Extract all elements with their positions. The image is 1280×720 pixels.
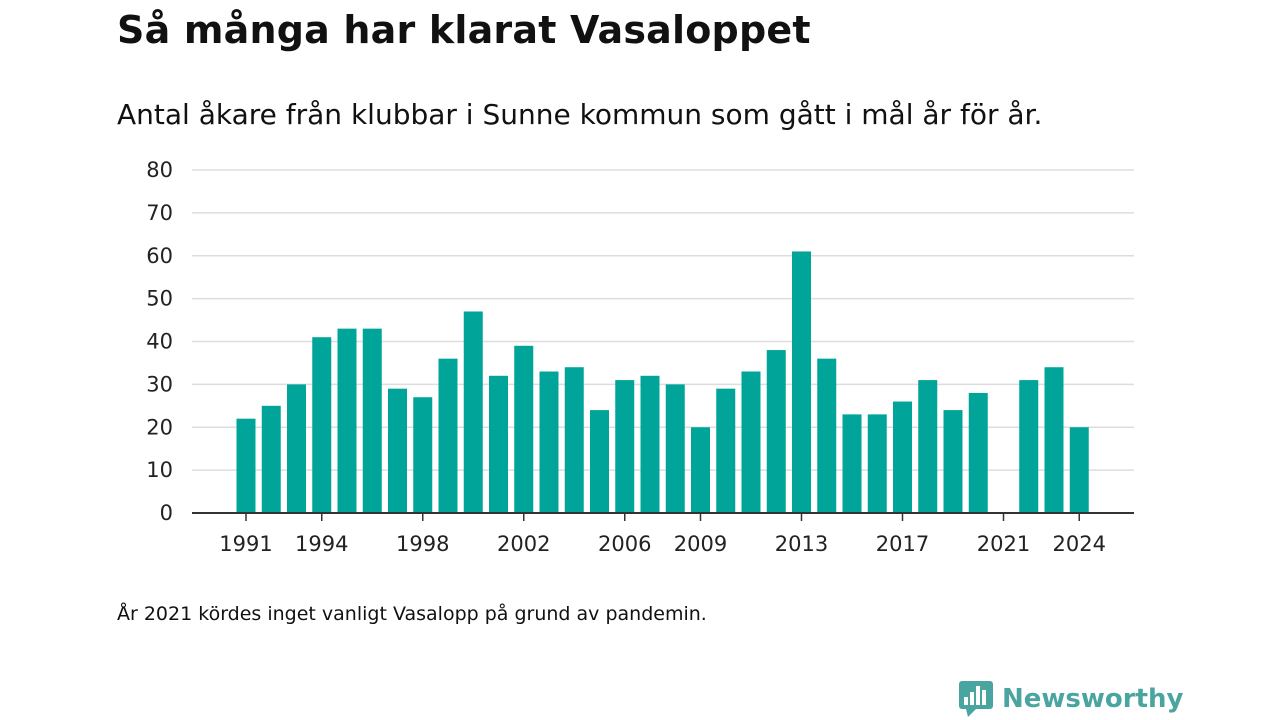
x-tick-label: 2006: [598, 532, 651, 556]
y-axis: 0 10 20 30 40 50 60 70 80: [146, 158, 173, 525]
bar-1991: [236, 418, 256, 513]
x-tick-label: 1994: [295, 532, 348, 556]
y-tick-label: 50: [146, 287, 173, 311]
x-tick-label: 2021: [977, 532, 1030, 556]
bar-2014: [817, 358, 837, 513]
y-tick-label: 80: [146, 158, 173, 182]
x-tick-label: 2002: [497, 532, 550, 556]
newsworthy-logo: Newsworthy: [958, 680, 1183, 718]
bar-2004: [564, 367, 584, 513]
bar-2012: [766, 350, 786, 513]
bar-2010: [716, 388, 736, 513]
bar-2000: [463, 311, 483, 513]
bar-2023: [1044, 367, 1064, 513]
bar-2015: [842, 414, 862, 513]
x-tick-label: 1991: [219, 532, 272, 556]
x-axis: 1991 1994 1998 2002 2006 2009 2013 2017 2021 2024: [192, 512, 1134, 556]
x-tick-label: 1998: [396, 532, 449, 556]
y-tick-label: 30: [146, 372, 173, 396]
x-tick-label: 2009: [674, 532, 727, 556]
bar-2011: [741, 371, 761, 513]
bars: [236, 251, 1089, 513]
bar-1993: [287, 384, 306, 513]
y-tick-label: 70: [146, 201, 173, 225]
bar-2013: [792, 251, 811, 513]
bar-1997: [388, 388, 407, 513]
bar-2007: [640, 375, 660, 513]
x-tick-label: 2024: [1053, 532, 1106, 556]
chart-subtitle: Antal åkare från klubbar i Sunne kommun …: [117, 98, 1043, 131]
bar-2002: [514, 345, 534, 513]
bar-2016: [867, 414, 887, 513]
x-tick-label: 2013: [775, 532, 828, 556]
bar-2001: [489, 375, 508, 513]
bar-1994: [312, 337, 332, 513]
y-tick-label: 60: [146, 244, 173, 268]
bar-2019: [943, 410, 963, 513]
bar-1996: [362, 328, 382, 513]
bar-chart: 0 10 20 30 40 50 60 70 80 1991 1994 1998 2002 2006 20…: [146, 158, 1134, 556]
y-tick-label: 40: [146, 330, 173, 354]
gridlines: [192, 169, 1134, 471]
bar-2006: [615, 380, 635, 513]
bar-2005: [590, 410, 609, 513]
bar-2018: [918, 380, 938, 513]
brand-name: Newsworthy: [1002, 684, 1184, 714]
footnote: År 2021 kördes inget vanligt Vasalopp på…: [117, 603, 707, 625]
x-tick-label: 2017: [876, 532, 929, 556]
chart-title: Så många har klarat Vasaloppet: [117, 8, 811, 52]
bar-2022: [1019, 380, 1039, 513]
bar-2017: [893, 401, 912, 513]
bar-1992: [261, 405, 281, 513]
bar-1995: [337, 328, 357, 513]
bar-2008: [665, 384, 685, 513]
bar-2024: [1069, 427, 1089, 513]
y-tick-label: 20: [146, 415, 173, 439]
bar-1999: [438, 358, 458, 513]
bar-2020: [968, 392, 988, 513]
bar-2003: [539, 371, 559, 513]
y-tick-label: 0: [160, 501, 173, 525]
bar-chart-speech-bubble-icon: [959, 681, 993, 717]
bar-1998: [413, 397, 433, 513]
bar-2009: [691, 427, 710, 513]
y-tick-label: 10: [146, 458, 173, 482]
